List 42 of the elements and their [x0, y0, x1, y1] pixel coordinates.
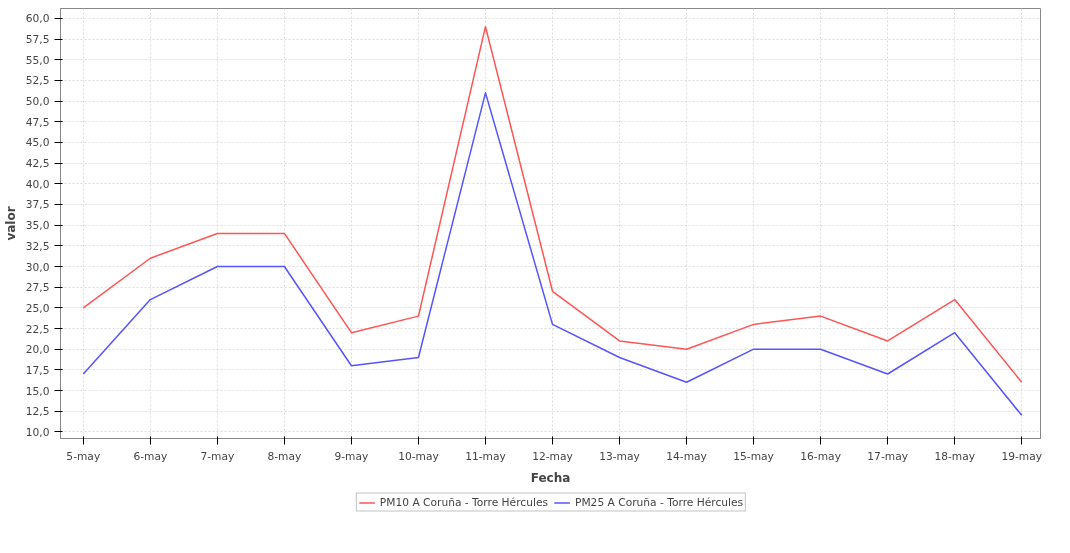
- y-tick-label: 30,0: [25, 260, 50, 274]
- y-tick-label: 20,0: [25, 343, 50, 357]
- x-tick-label: 15-may: [733, 449, 774, 463]
- x-axis-title: Fecha: [530, 470, 571, 485]
- y-tick-label: 35,0: [25, 219, 50, 233]
- x-tick-label: 7-may: [200, 449, 235, 463]
- y-tick-label: 10,0: [25, 425, 50, 439]
- line-series: [82, 25, 1023, 384]
- x-tick-label: 5-may: [66, 449, 101, 463]
- y-tick-label: 60,0: [25, 12, 50, 26]
- x-tick-label: 6-may: [133, 449, 168, 463]
- y-tick-label: 37,5: [25, 198, 50, 212]
- x-tick-label: 8-may: [267, 449, 302, 463]
- line-series: [82, 92, 1023, 417]
- y-tick-label: 22,5: [25, 322, 50, 336]
- y-tick-label: 12,5: [25, 405, 50, 419]
- y-axis-title: valor: [3, 206, 18, 241]
- x-tick-label: 18-may: [934, 449, 976, 463]
- y-tick-label: 17,5: [25, 363, 50, 377]
- y-tick-label: 32,5: [25, 239, 50, 253]
- x-tick-label: 13-may: [599, 449, 640, 463]
- y-tick-label: 40,0: [25, 177, 50, 191]
- y-tick-label: 25,0: [25, 301, 50, 315]
- x-tick-label: 14-may: [666, 449, 707, 463]
- x-tick-label: 19-may: [1001, 449, 1043, 463]
- y-tick-label: 42,5: [25, 157, 50, 171]
- y-tick-label: 55,0: [25, 53, 50, 67]
- x-tick-label: 16-may: [800, 449, 841, 463]
- y-tick-label: 50,0: [25, 95, 50, 109]
- y-tick-label: 57,5: [25, 33, 50, 47]
- legend-label: PM25 A Coruña - Torre Hércules: [575, 495, 744, 509]
- legend-label: PM10 A Coruña - Torre Hércules: [379, 495, 548, 509]
- y-tick-label: 45,0: [25, 136, 50, 150]
- x-tick-label: 10-may: [398, 449, 439, 463]
- x-tick-label: 17-may: [867, 449, 908, 463]
- y-tick-label: 52,5: [25, 74, 50, 88]
- x-tick-label: 9-may: [334, 449, 369, 463]
- y-tick-label: 47,5: [25, 115, 50, 129]
- x-tick-label: 11-may: [465, 449, 506, 463]
- y-tick-label: 27,5: [25, 281, 50, 295]
- x-tick-label: 12-may: [532, 449, 573, 463]
- y-tick-label: 15,0: [25, 384, 50, 398]
